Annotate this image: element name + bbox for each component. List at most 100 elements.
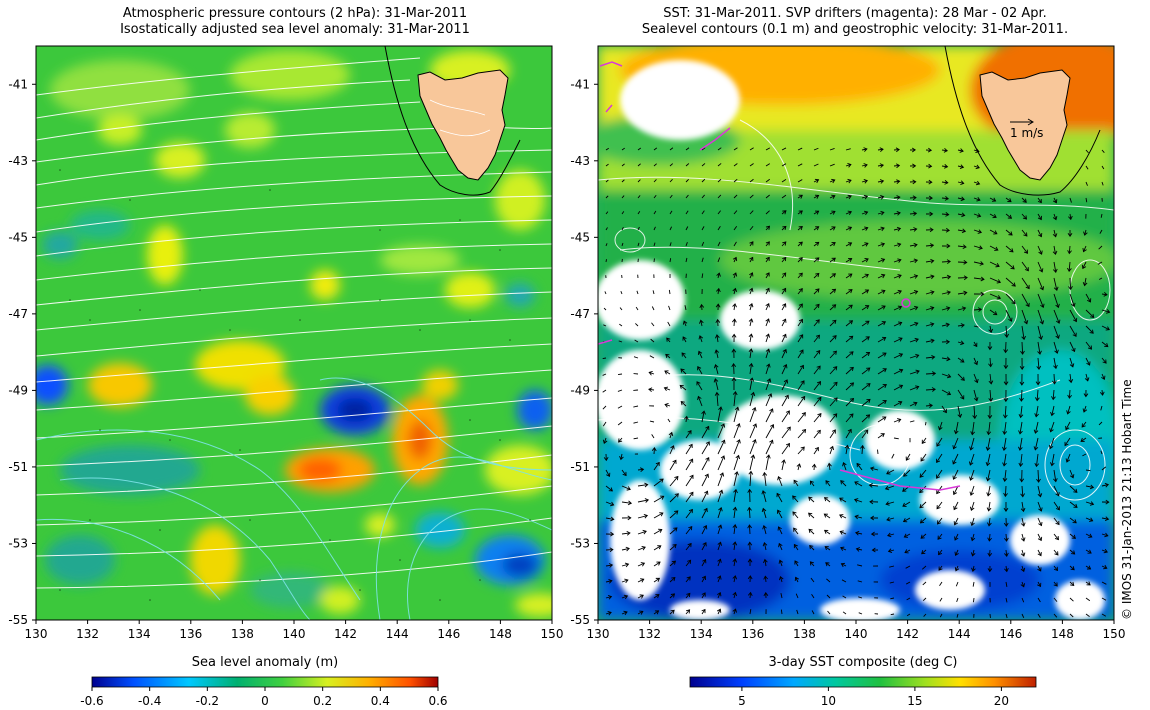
velocity-arrow <box>869 484 879 487</box>
velocity-arrowhead <box>716 608 722 613</box>
velocity-arrow <box>605 611 612 615</box>
velocity-arrow <box>957 292 967 295</box>
velocity-arrow <box>953 485 959 495</box>
velocity-arrow <box>989 229 998 235</box>
velocity-arrowhead <box>1037 350 1042 355</box>
velocity-arrow <box>887 533 895 537</box>
velocity-arrow <box>669 242 672 247</box>
velocity-arrowhead <box>1083 231 1088 236</box>
velocity-arrow <box>829 382 838 391</box>
velocity-arrowhead <box>657 545 662 550</box>
velocity-arrowhead <box>1071 302 1076 308</box>
velocity-arrow <box>877 321 886 327</box>
velocity-arrow <box>637 226 640 231</box>
velocity-arrowhead <box>930 290 935 295</box>
velocity-arrow <box>637 147 642 151</box>
velocity-arrowhead <box>1011 300 1016 305</box>
velocity-arrow <box>939 581 943 586</box>
velocity-arrow <box>762 508 767 519</box>
velocity-arrow <box>893 180 900 183</box>
velocity-arrow <box>973 389 978 401</box>
velocity-arrow <box>1037 325 1042 340</box>
velocity-arrowhead <box>1037 493 1043 498</box>
velocity-arrowhead <box>960 358 965 363</box>
velocity-arrow <box>701 559 706 567</box>
velocity-arrowhead <box>897 258 902 263</box>
velocity-arrow <box>845 258 852 263</box>
right-sst-map: 1 m/s 130 132 134 136 138 140 142 144 146 148 150-… <box>570 45 1126 641</box>
velocity-arrowhead <box>960 180 965 186</box>
velocity-arrowhead <box>732 390 738 396</box>
velocity-arrowhead <box>973 360 979 366</box>
velocity-arrowhead <box>1022 198 1027 203</box>
velocity-arrowhead <box>1003 507 1009 512</box>
velocity-arrow <box>829 210 836 215</box>
velocity-arrowhead <box>1069 474 1075 479</box>
velocity-arrow <box>1101 613 1107 617</box>
velocity-arrow <box>858 612 863 615</box>
velocity-arrowhead <box>831 288 837 293</box>
velocity-arrow <box>763 472 767 487</box>
velocity-arrow <box>780 576 783 583</box>
velocity-arrowhead <box>809 480 814 485</box>
velocity-arrow <box>1037 261 1043 273</box>
velocity-arrow <box>909 386 919 391</box>
velocity-arrowhead <box>936 505 941 510</box>
velocity-arrowhead <box>952 460 957 465</box>
velocity-arrow <box>749 407 756 423</box>
velocity-arrowhead <box>1099 391 1105 396</box>
velocity-arrow <box>893 306 902 311</box>
velocity-arrow <box>749 392 755 407</box>
velocity-arrow <box>765 440 773 455</box>
velocity-arrowhead <box>930 322 935 327</box>
velocity-arrowhead <box>816 365 821 370</box>
velocity-arrow <box>938 565 943 571</box>
velocity-arrowhead <box>668 431 674 437</box>
left-lon-tick-label: 142 <box>334 627 357 641</box>
left-lon-tick-label: 148 <box>489 627 512 641</box>
velocity-arrowhead <box>817 412 822 418</box>
velocity-arrowhead <box>1050 411 1055 417</box>
velocity-arrowhead <box>849 382 855 387</box>
velocity-arrowhead <box>962 244 967 250</box>
velocity-arrow <box>903 469 911 477</box>
velocity-arrow <box>797 241 803 247</box>
velocity-arrow <box>717 559 721 567</box>
velocity-arrowhead <box>659 512 664 517</box>
velocity-arrowhead <box>880 433 885 438</box>
velocity-arrow <box>1069 341 1075 352</box>
velocity-arrow <box>1085 597 1091 602</box>
velocity-arrow <box>685 194 689 199</box>
velocity-arrow <box>1101 565 1107 569</box>
sla-field <box>36 46 552 620</box>
velocity-arrow <box>813 210 819 215</box>
velocity-arrow <box>877 258 885 263</box>
velocity-arrow <box>921 549 927 555</box>
velocity-arrowhead <box>975 148 980 154</box>
velocity-arrowhead <box>1081 264 1087 270</box>
velocity-arrow <box>1019 437 1023 451</box>
velocity-arrow <box>797 288 803 295</box>
right-lon-tick-label: 150 <box>1103 627 1126 641</box>
velocity-arrowhead <box>823 529 829 534</box>
velocity-arrow <box>989 245 999 251</box>
velocity-arrow <box>685 526 693 535</box>
velocity-arrow <box>909 354 919 359</box>
velocity-arrowhead <box>1051 396 1056 401</box>
velocity-arrowhead <box>994 246 999 251</box>
velocity-arrow <box>893 322 902 327</box>
velocity-arrowhead <box>969 476 974 481</box>
velocity-arrow <box>989 325 992 333</box>
velocity-arrow <box>1021 613 1025 619</box>
velocity-arrowhead <box>979 261 984 266</box>
velocity-arrowhead <box>1052 380 1057 385</box>
velocity-arrowhead <box>952 490 958 496</box>
velocity-arrow <box>765 408 774 423</box>
velocity-arrow <box>1037 517 1042 526</box>
velocity-arrow <box>861 399 871 407</box>
velocity-arrowhead <box>800 380 805 385</box>
velocity-arrowhead <box>1004 552 1009 557</box>
velocity-arrow <box>1085 149 1089 154</box>
velocity-arrowhead <box>886 516 891 522</box>
velocity-arrow <box>669 210 673 215</box>
